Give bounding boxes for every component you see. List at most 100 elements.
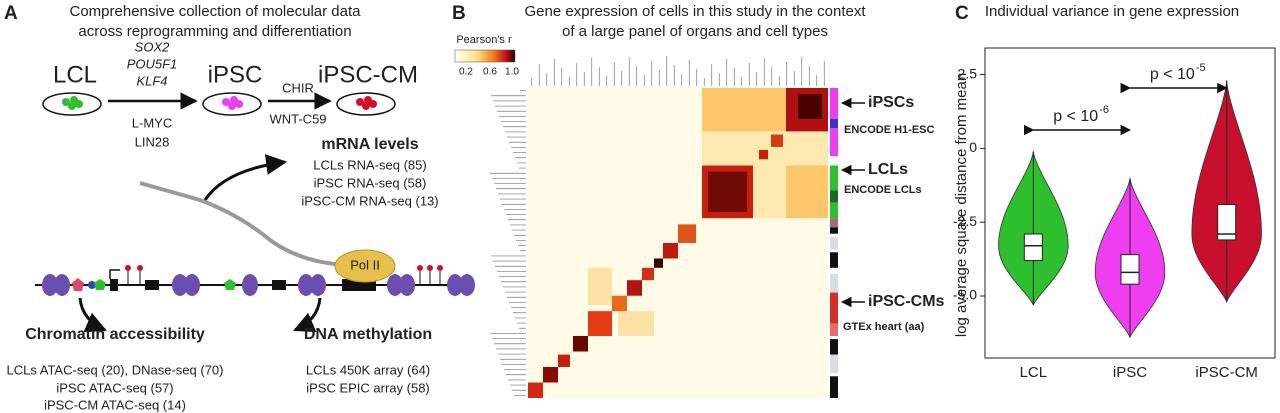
annotation: iPSC-CMs (868, 293, 945, 310)
graphic (369, 100, 377, 108)
heatmap-cell (771, 134, 783, 147)
side-strip (830, 323, 838, 336)
side-strip (830, 202, 838, 219)
graphic (125, 265, 443, 271)
y-tick-label: -2.5 (953, 213, 977, 229)
nucleosomes (42, 274, 475, 296)
graphic (184, 274, 200, 296)
side-strip (830, 190, 838, 203)
graphic (125, 265, 131, 271)
heatmap-cell (618, 311, 654, 336)
graphic (224, 279, 236, 290)
graphic (42, 274, 58, 296)
heatmap-cell (543, 367, 558, 383)
graphic (447, 274, 463, 296)
chart-title: Individual variance in gene expression (985, 3, 1239, 20)
graphic (310, 274, 326, 296)
side-strip (830, 128, 838, 157)
heatmap-cell (663, 243, 678, 259)
panel-label: A (4, 3, 18, 24)
graphic (399, 274, 415, 296)
dataset: iPSC ATAC-seq (57) (56, 380, 173, 395)
arrow (293, 297, 322, 333)
rna (139, 181, 346, 267)
dataset: LCLs RNA-seq (85) (313, 157, 426, 172)
y-tick-label: 0 (969, 139, 977, 155)
panel-title: across reprogramming and differentiation (78, 23, 351, 40)
p-value-exponent: -5 (1196, 62, 1206, 74)
p-value: p < 10 (1150, 66, 1195, 83)
dataset: iPSC RNA-seq (58) (314, 175, 427, 190)
cell-type: iPSC-CM (318, 61, 418, 88)
heatmap-cell (588, 311, 612, 336)
graphic (437, 265, 443, 271)
factor: KLF4 (136, 73, 167, 88)
plot-frame (984, 47, 1276, 359)
arrow (203, 154, 288, 201)
side-strip (830, 236, 838, 250)
pol-ii (334, 249, 396, 283)
graphic (172, 274, 188, 296)
y-tick-label: -5.0 (953, 287, 977, 303)
x-tick-label: iPSC (1113, 364, 1147, 381)
dataset: iPSC EPIC array (58) (306, 380, 430, 395)
heatmap-cell (786, 165, 828, 219)
graphic (427, 265, 433, 271)
heatmap-cell (654, 258, 663, 268)
graphic (137, 265, 143, 271)
dendrogram (490, 56, 825, 396)
box (1023, 233, 1043, 262)
side-strip (830, 88, 838, 119)
section-heading: mRNA levels (321, 136, 418, 153)
panel-title: Gene expression of cells in this study i… (524, 3, 866, 20)
compound: CHIR (282, 80, 314, 95)
graphic (417, 265, 423, 271)
graphic (356, 98, 364, 106)
annotation: ENCODE LCLs (844, 184, 922, 196)
heatmap-cell (528, 382, 543, 398)
y-axis-label: log average square distance from mean (953, 73, 970, 337)
factor: POU5F1 (127, 56, 178, 71)
heatmap-cell (702, 88, 786, 132)
cell-type: iPSC (208, 61, 263, 88)
graphic (110, 279, 118, 291)
graphic (387, 274, 403, 296)
colorbar-tick: 0.2 (459, 67, 473, 78)
graphic (109, 269, 120, 279)
graphic (459, 274, 475, 296)
graphic (145, 280, 159, 290)
graphic (242, 274, 258, 296)
panel-label: C (955, 3, 969, 24)
heatmap-cell (708, 171, 747, 212)
panel-title: of a large panel of organs and cell type… (562, 23, 828, 40)
graphic (222, 98, 230, 106)
graphic (72, 278, 84, 291)
factor: LIN28 (135, 134, 170, 149)
x-tick-label: LCL (1020, 364, 1048, 381)
annotation-arrows (840, 97, 865, 308)
section-heading: DNA methylation (304, 326, 432, 343)
p-value: p < 10 (1053, 108, 1098, 125)
cell-type: LCL (53, 61, 97, 88)
dna-features (72, 265, 443, 291)
graphic (235, 100, 243, 108)
heatmap-cell (588, 267, 612, 305)
graphic (272, 280, 286, 290)
colorbar-tick: 1.0 (505, 67, 519, 78)
graphic (298, 274, 314, 296)
panel-label: B (452, 3, 466, 24)
heatmap-cell (558, 354, 570, 367)
annotation: GTEx heart (aa) (843, 321, 925, 333)
side-strip (830, 252, 838, 268)
box (1120, 254, 1140, 285)
arrow (78, 297, 107, 333)
annotation: LCLs (868, 161, 908, 178)
section-heading: Chromatin accessibility (25, 326, 205, 343)
graphic (62, 98, 70, 106)
dataset: iPSC-CM RNA-seq (13) (301, 193, 438, 208)
graphic (362, 102, 370, 110)
heatmap-cell (642, 267, 654, 281)
graphic (75, 100, 83, 108)
